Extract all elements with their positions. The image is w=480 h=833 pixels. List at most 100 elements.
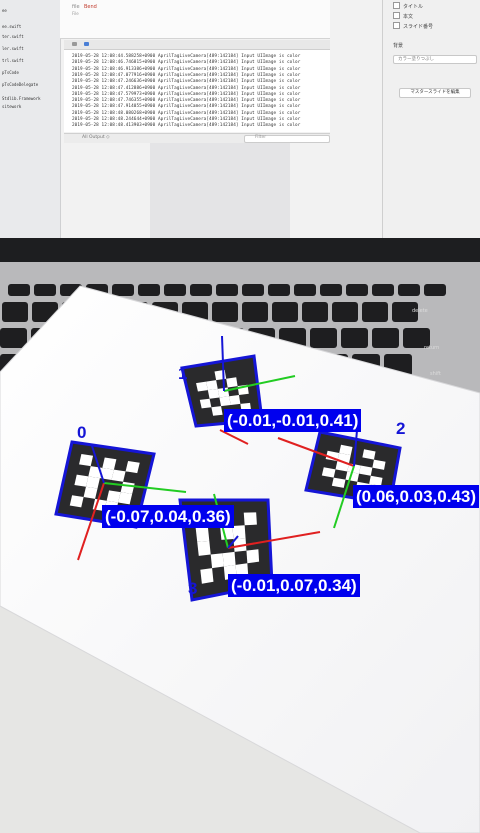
x-axis-line — [219, 429, 249, 445]
y-axis-line — [103, 482, 187, 493]
console-line: 2019-05-28 12:08:48.244644+0900 AprilTag… — [72, 117, 301, 122]
pose-label: (-0.07,0.04,0.36) — [102, 505, 234, 528]
console-line: 2019-05-28 12:08:46.913386+0900 AprilTag… — [72, 66, 301, 72]
tag-cell — [226, 377, 238, 388]
inspector-section-title: 背景 — [393, 43, 404, 49]
navigator-entry: ee — [2, 8, 7, 13]
tag-cell — [199, 398, 212, 409]
tag-cell — [207, 388, 220, 399]
navigator-entry: ler.swift — [2, 46, 24, 51]
tag-cell — [321, 467, 336, 478]
tag-cell — [219, 396, 231, 407]
y-axis-line — [333, 465, 355, 529]
editor-area: file Bend File — [60, 0, 330, 39]
console-line: 2019-05-28 12:08:47.246636+0900 AprilTag… — [72, 79, 301, 85]
apriltag-marker — [54, 440, 187, 561]
navigator-entry: ter.swift — [2, 34, 24, 39]
tag-cell — [232, 525, 246, 539]
editor-sub: File — [72, 11, 79, 16]
paper-backdrop — [150, 143, 290, 238]
navigator-entry: ee.swift — [2, 24, 22, 29]
tag-cell — [372, 459, 386, 470]
tag-cell — [102, 457, 117, 470]
navigator-entry: trl.swift — [2, 58, 24, 63]
navigator-entry: sitework — [2, 104, 22, 109]
console-filter-field: Filter — [244, 135, 330, 143]
tag-cell — [83, 486, 98, 499]
pose-label: (0.06,0.03,0.43) — [353, 485, 480, 508]
tag-cell — [197, 540, 211, 556]
laptop-screen: ee ee.swift ter.swift ler.swift trl.swif… — [0, 0, 480, 238]
z-axis-line — [91, 445, 105, 484]
marker-id-label: 2 — [396, 419, 406, 438]
inspector-option: 本文 — [393, 12, 413, 20]
fill-select: カラー塗りつぶし — [393, 55, 477, 64]
tag-cell — [120, 481, 135, 494]
tag-cell — [246, 549, 260, 564]
tag-cell — [125, 460, 140, 474]
tag-cell — [359, 465, 373, 476]
pose-label: (-0.01,-0.01,0.41) — [224, 409, 362, 432]
tag-cell — [362, 449, 376, 460]
tag-cell — [211, 406, 223, 416]
console-toggle-icon — [72, 42, 77, 46]
tag-cell — [85, 476, 100, 489]
project-navigator: ee ee.swift ter.swift ler.swift trl.swif… — [0, 0, 61, 238]
tag-cell — [200, 568, 214, 584]
editor-title: Bend — [84, 4, 97, 10]
z-axis-line — [221, 335, 225, 392]
apriltag-marker — [180, 335, 296, 445]
tag-cell — [206, 380, 218, 391]
inspector-option: スライド番号 — [393, 22, 433, 30]
z-axis-line — [227, 535, 239, 549]
tag-cell — [243, 512, 257, 526]
tag-cell — [99, 467, 114, 480]
y-axis-line — [223, 375, 296, 392]
tag-cell — [331, 477, 346, 488]
console-line: 2019-05-28 12:08:48.080268+0900 AprilTag… — [72, 110, 301, 116]
tag-cell — [196, 381, 208, 392]
output-selector: All Output ◇ — [82, 135, 110, 140]
console-line: 2019-05-28 12:08:46.746815+0900 AprilTag… — [72, 60, 301, 66]
pose-label: (-0.01,0.07,0.34) — [228, 574, 360, 597]
console-line: 2019-05-28 12:08:47.746355+0900 AprilTag… — [72, 98, 301, 104]
x-axis-line — [277, 437, 355, 467]
tag-cell — [369, 475, 383, 486]
tag-cell — [74, 474, 89, 487]
inspector-option: タイトル — [393, 2, 423, 10]
tag-cell — [339, 444, 353, 456]
console-line: 2019-05-28 12:08:44.588258+0900 AprilTag… — [72, 54, 301, 59]
navigator-entry: pTsCode — [2, 70, 19, 75]
console-line: 2019-05-28 12:08:47.077916+0900 AprilTag… — [72, 72, 301, 78]
tag-cell — [229, 395, 241, 406]
tag-cell — [118, 492, 133, 505]
console-toolbar — [64, 40, 330, 50]
console-line: 2019-05-28 12:08:47.914055+0900 AprilTag… — [72, 104, 301, 110]
marker-id-label: 0 — [77, 423, 87, 442]
tag-cell — [79, 454, 94, 467]
apriltag-marker — [277, 417, 402, 529]
tag-cell — [210, 553, 224, 569]
console-line: 2019-05-28 12:08:47.579973+0900 AprilTag… — [72, 91, 301, 97]
tag-cell — [69, 495, 84, 508]
tag-cell — [195, 527, 210, 542]
debug-console: 2019-05-28 12:08:44.588258+0900 AprilTag… — [64, 50, 330, 132]
marker-id-label: 1 — [178, 364, 188, 383]
x-axis-line — [77, 482, 105, 561]
console-line: 2019-05-28 12:08:47.412886+0900 AprilTag… — [72, 85, 301, 91]
navigator-entry: Stdlib.Framework — [2, 96, 41, 101]
tag-cell — [222, 551, 236, 567]
breakpoint-icon — [84, 42, 89, 46]
inspector-pane: タイトル 本文 スライド番号 背景 カラー塗りつぶし マスタースライドを編集 — [382, 0, 480, 238]
marker-id-label: 3 — [188, 579, 198, 598]
navigator-entry: pTsCodeDelegate — [2, 82, 39, 87]
filter-placeholder: Filter — [255, 135, 267, 140]
editor-prefix: file — [72, 4, 80, 10]
x-axis-line — [227, 531, 321, 549]
console-footer: All Output ◇ Filter — [64, 133, 330, 143]
console-line: 2019-05-28 12:08:48.413903+0900 AprilTag… — [72, 123, 301, 129]
edit-master-button: マスタースライドを編集 — [399, 88, 471, 98]
tag-cell — [106, 490, 121, 503]
